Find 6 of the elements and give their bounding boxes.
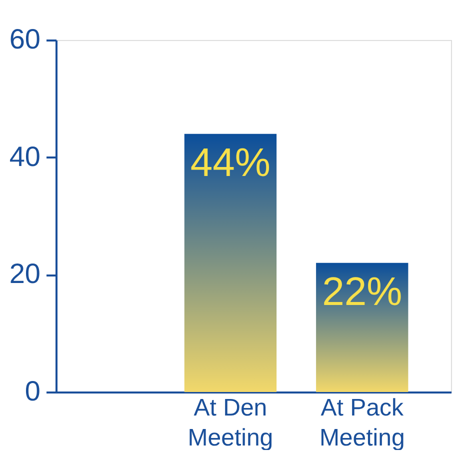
y-tick-label: 20 xyxy=(9,258,40,290)
y-tick-label: 0 xyxy=(24,376,40,406)
y-tick-label: 60 xyxy=(9,24,40,54)
data-label: 22% xyxy=(322,270,402,314)
data-label: 44% xyxy=(190,140,270,185)
y-tick-label: 40 xyxy=(9,140,40,172)
